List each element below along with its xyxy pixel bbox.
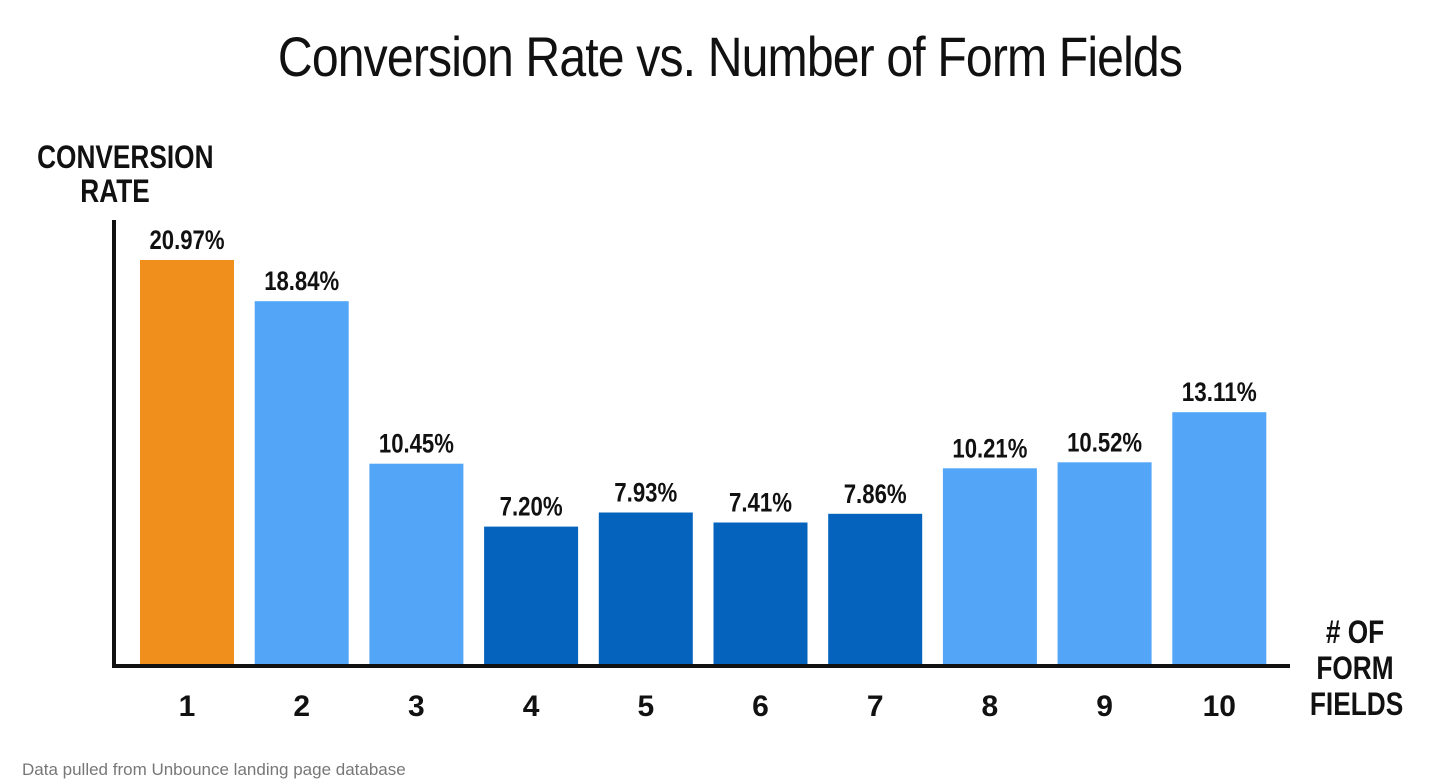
bar-2	[254, 301, 349, 666]
data-label-10: 13.11%	[1182, 377, 1257, 407]
bar-10	[1172, 412, 1267, 666]
data-label-2: 18.84%	[264, 266, 339, 296]
bar-6	[713, 522, 808, 666]
data-label-1: 20.97%	[150, 225, 225, 255]
data-label-6: 7.41%	[729, 488, 792, 518]
x-tick-label-2: 2	[293, 690, 310, 723]
x-tick-label-5: 5	[637, 690, 654, 723]
data-label-9: 10.52%	[1067, 427, 1142, 457]
footnote: Data pulled from Unbounce landing page d…	[22, 760, 406, 779]
x-tick-label-1: 1	[179, 690, 196, 723]
x-tick-label-6: 6	[752, 690, 769, 723]
bars-layer	[140, 260, 1267, 666]
x-axis-label-line-3: FIELDS	[1309, 686, 1404, 722]
x-tick-label-8: 8	[982, 690, 999, 723]
bar-7	[828, 513, 923, 666]
x-tick-label-3: 3	[408, 690, 425, 723]
bar-3	[369, 463, 464, 666]
data-label-7: 7.86%	[844, 479, 907, 509]
bar-9	[1057, 462, 1152, 666]
x-tick-label-9: 9	[1096, 690, 1113, 723]
x-tick-label-7: 7	[867, 690, 884, 723]
chart-title: Conversion Rate vs. Number of Form Field…	[277, 25, 1183, 88]
y-axis-label: CONVERSION RATE	[37, 139, 214, 209]
x-tick-label-10: 10	[1203, 690, 1236, 723]
data-label-5: 7.93%	[614, 478, 677, 508]
y-axis-label-line-1: CONVERSION	[37, 139, 214, 175]
x-axis-label-line-1: # OF	[1325, 614, 1385, 650]
y-axis-label-line-2: RATE	[80, 173, 150, 209]
labels-layer: 20.97% 1 18.84% 2 10.45% 3 7.20% 4 7.93% 5 7.41% 6 7…	[150, 225, 1257, 723]
bar-8	[942, 468, 1037, 666]
bar-4	[484, 526, 579, 666]
x-tick-label-4: 4	[523, 690, 540, 723]
data-label-3: 10.45%	[379, 429, 454, 459]
x-axis-label: # OF FORM FIELDS	[1309, 614, 1404, 722]
x-axis-label-line-2: FORM	[1316, 650, 1394, 686]
bar-5	[598, 512, 693, 666]
data-label-8: 10.21%	[952, 433, 1027, 463]
bar-1	[140, 260, 234, 666]
data-label-4: 7.20%	[500, 492, 563, 522]
